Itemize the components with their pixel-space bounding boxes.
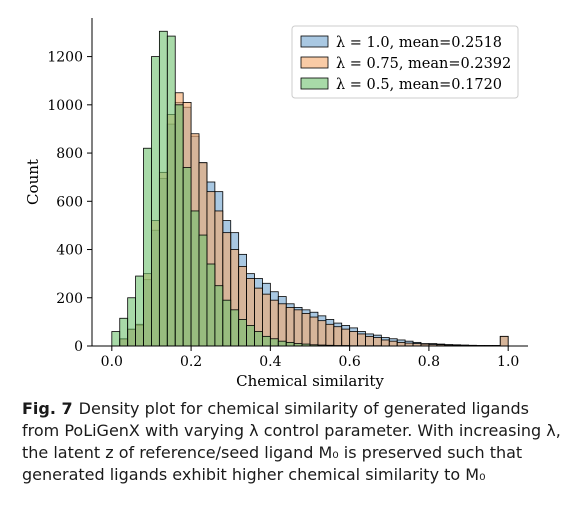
legend-swatch bbox=[300, 35, 329, 48]
x-axis-ticks: 0.0 0.2 0.4 0.6 0.8 1.0 bbox=[101, 346, 519, 370]
histogram-bar bbox=[166, 35, 176, 347]
y-axis-ticks: 0 200 400 600 800 1000 1200 bbox=[47, 50, 92, 355]
y-tick-label: 0 bbox=[74, 339, 83, 355]
histogram-bar bbox=[262, 335, 271, 347]
histogram-bar bbox=[111, 331, 121, 347]
histogram-bar bbox=[119, 317, 129, 347]
legend-swatch bbox=[300, 77, 329, 90]
y-tick-label: 400 bbox=[56, 243, 83, 259]
legend-swatch bbox=[300, 56, 329, 69]
x-tick-label: 0.8 bbox=[418, 354, 440, 370]
histogram-bar bbox=[301, 313, 311, 347]
histogram-bar bbox=[158, 30, 168, 347]
series-2-bars bbox=[111, 30, 382, 347]
histogram-bar bbox=[127, 297, 137, 347]
y-tick-label: 600 bbox=[56, 194, 83, 210]
histogram-bar bbox=[317, 320, 327, 347]
histogram-bar bbox=[238, 319, 247, 347]
histogram-bar bbox=[309, 316, 319, 347]
histogram-bar bbox=[333, 326, 343, 347]
x-tick-label: 1.0 bbox=[497, 354, 519, 370]
legend-box bbox=[291, 25, 519, 99]
histogram-bar bbox=[365, 335, 374, 347]
histogram-bar bbox=[325, 323, 335, 347]
legend: λ = 1.0, mean=0.2518 λ = 0.75, mean=0.239… bbox=[291, 25, 519, 99]
legend-entry-label: λ = 0.5, mean=0.1720 bbox=[336, 77, 502, 93]
figure-caption: Fig. 7 Density plot for chemical similari… bbox=[22, 398, 562, 486]
histogram-bar bbox=[293, 309, 303, 347]
histogram-bar bbox=[135, 275, 144, 347]
histogram-bar bbox=[277, 340, 287, 347]
histogram-bar bbox=[380, 339, 390, 347]
histogram-chart: 0.0 0.2 0.4 0.6 0.8 1.0 0 200 400 600 800 1000 1200… bbox=[24, 18, 528, 390]
y-axis-label: Count bbox=[24, 159, 42, 205]
histogram-bar bbox=[285, 341, 295, 347]
y-tick-label: 1000 bbox=[47, 98, 83, 114]
histogram-bar bbox=[285, 307, 295, 347]
histogram-bar bbox=[206, 263, 216, 347]
histogram-bar bbox=[277, 303, 287, 347]
legend-entry-label: λ = 1.0, mean=0.2518 bbox=[336, 35, 502, 51]
histogram-bar bbox=[246, 325, 255, 347]
y-tick-label: 800 bbox=[56, 146, 83, 162]
histogram-bar bbox=[230, 309, 240, 347]
caption-figure-label: Fig. 7 bbox=[22, 399, 73, 418]
histogram-bar bbox=[349, 331, 358, 347]
histogram-bar bbox=[373, 337, 382, 347]
legend-entry-label: λ = 0.75, mean=0.2392 bbox=[336, 56, 511, 72]
histogram-bar bbox=[151, 56, 160, 347]
histogram-bar bbox=[499, 335, 509, 347]
x-tick-label: 0.0 bbox=[101, 354, 123, 370]
histogram-bar bbox=[182, 167, 192, 347]
histogram-bars bbox=[111, 30, 509, 347]
y-tick-label: 200 bbox=[56, 291, 83, 307]
x-tick-label: 0.4 bbox=[259, 354, 281, 370]
histogram-bar bbox=[269, 338, 279, 347]
histogram-bar bbox=[341, 328, 351, 347]
x-axis-label: Chemical similarity bbox=[236, 372, 384, 390]
histogram-bar bbox=[214, 285, 224, 347]
histogram-bar bbox=[357, 333, 366, 347]
histogram-bar bbox=[190, 210, 200, 347]
histogram-bar bbox=[222, 299, 232, 347]
x-tick-label: 0.2 bbox=[180, 354, 202, 370]
caption-text: Density plot for chemical similarity of … bbox=[22, 399, 561, 484]
histogram-bar bbox=[174, 104, 184, 347]
histogram-bar bbox=[143, 147, 152, 347]
histogram-bar bbox=[198, 234, 208, 347]
histogram-bar bbox=[254, 331, 263, 347]
histogram-bar bbox=[388, 340, 398, 347]
x-tick-label: 0.6 bbox=[339, 354, 361, 370]
histogram-bar bbox=[396, 341, 406, 347]
y-tick-label: 1200 bbox=[47, 50, 83, 66]
